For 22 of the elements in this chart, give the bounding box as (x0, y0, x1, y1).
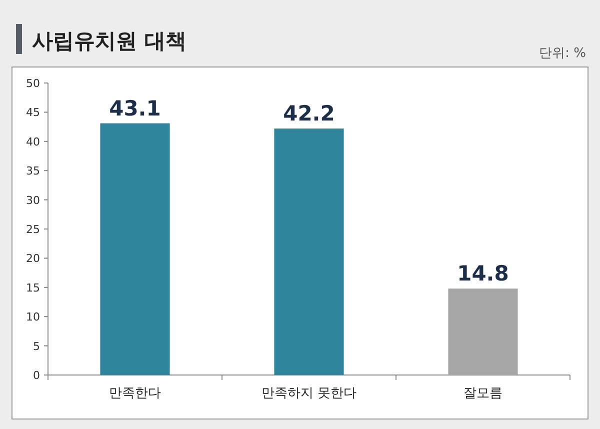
data-label: 14.8 (457, 262, 509, 286)
y-tick-label: 50 (26, 77, 40, 90)
y-tick-label: 5 (33, 340, 40, 353)
y-tick-label: 20 (26, 252, 40, 266)
y-tick-label: 45 (26, 106, 40, 120)
y-tick-label: 15 (26, 281, 40, 294)
y-tick-label: 25 (26, 223, 40, 236)
data-label: 43.1 (109, 96, 161, 120)
y-tick-label: 10 (26, 310, 40, 324)
y-tick-label: 0 (33, 369, 40, 382)
text: 단위: % (539, 46, 586, 61)
x-tick-label: 만족하지 못한다 (261, 386, 357, 401)
bar (448, 288, 518, 375)
bar (100, 123, 170, 375)
x-tick-label: 잘모름 (464, 386, 502, 401)
data-label: 42.2 (283, 102, 335, 126)
y-tick-label: 30 (26, 194, 40, 207)
y-tick-label: 35 (26, 164, 40, 178)
bar (274, 128, 344, 375)
x-tick-label: 만족한다 (109, 386, 161, 401)
chart-title: 사립유치원 대책 (32, 29, 186, 53)
y-tick-label: 40 (26, 135, 40, 148)
